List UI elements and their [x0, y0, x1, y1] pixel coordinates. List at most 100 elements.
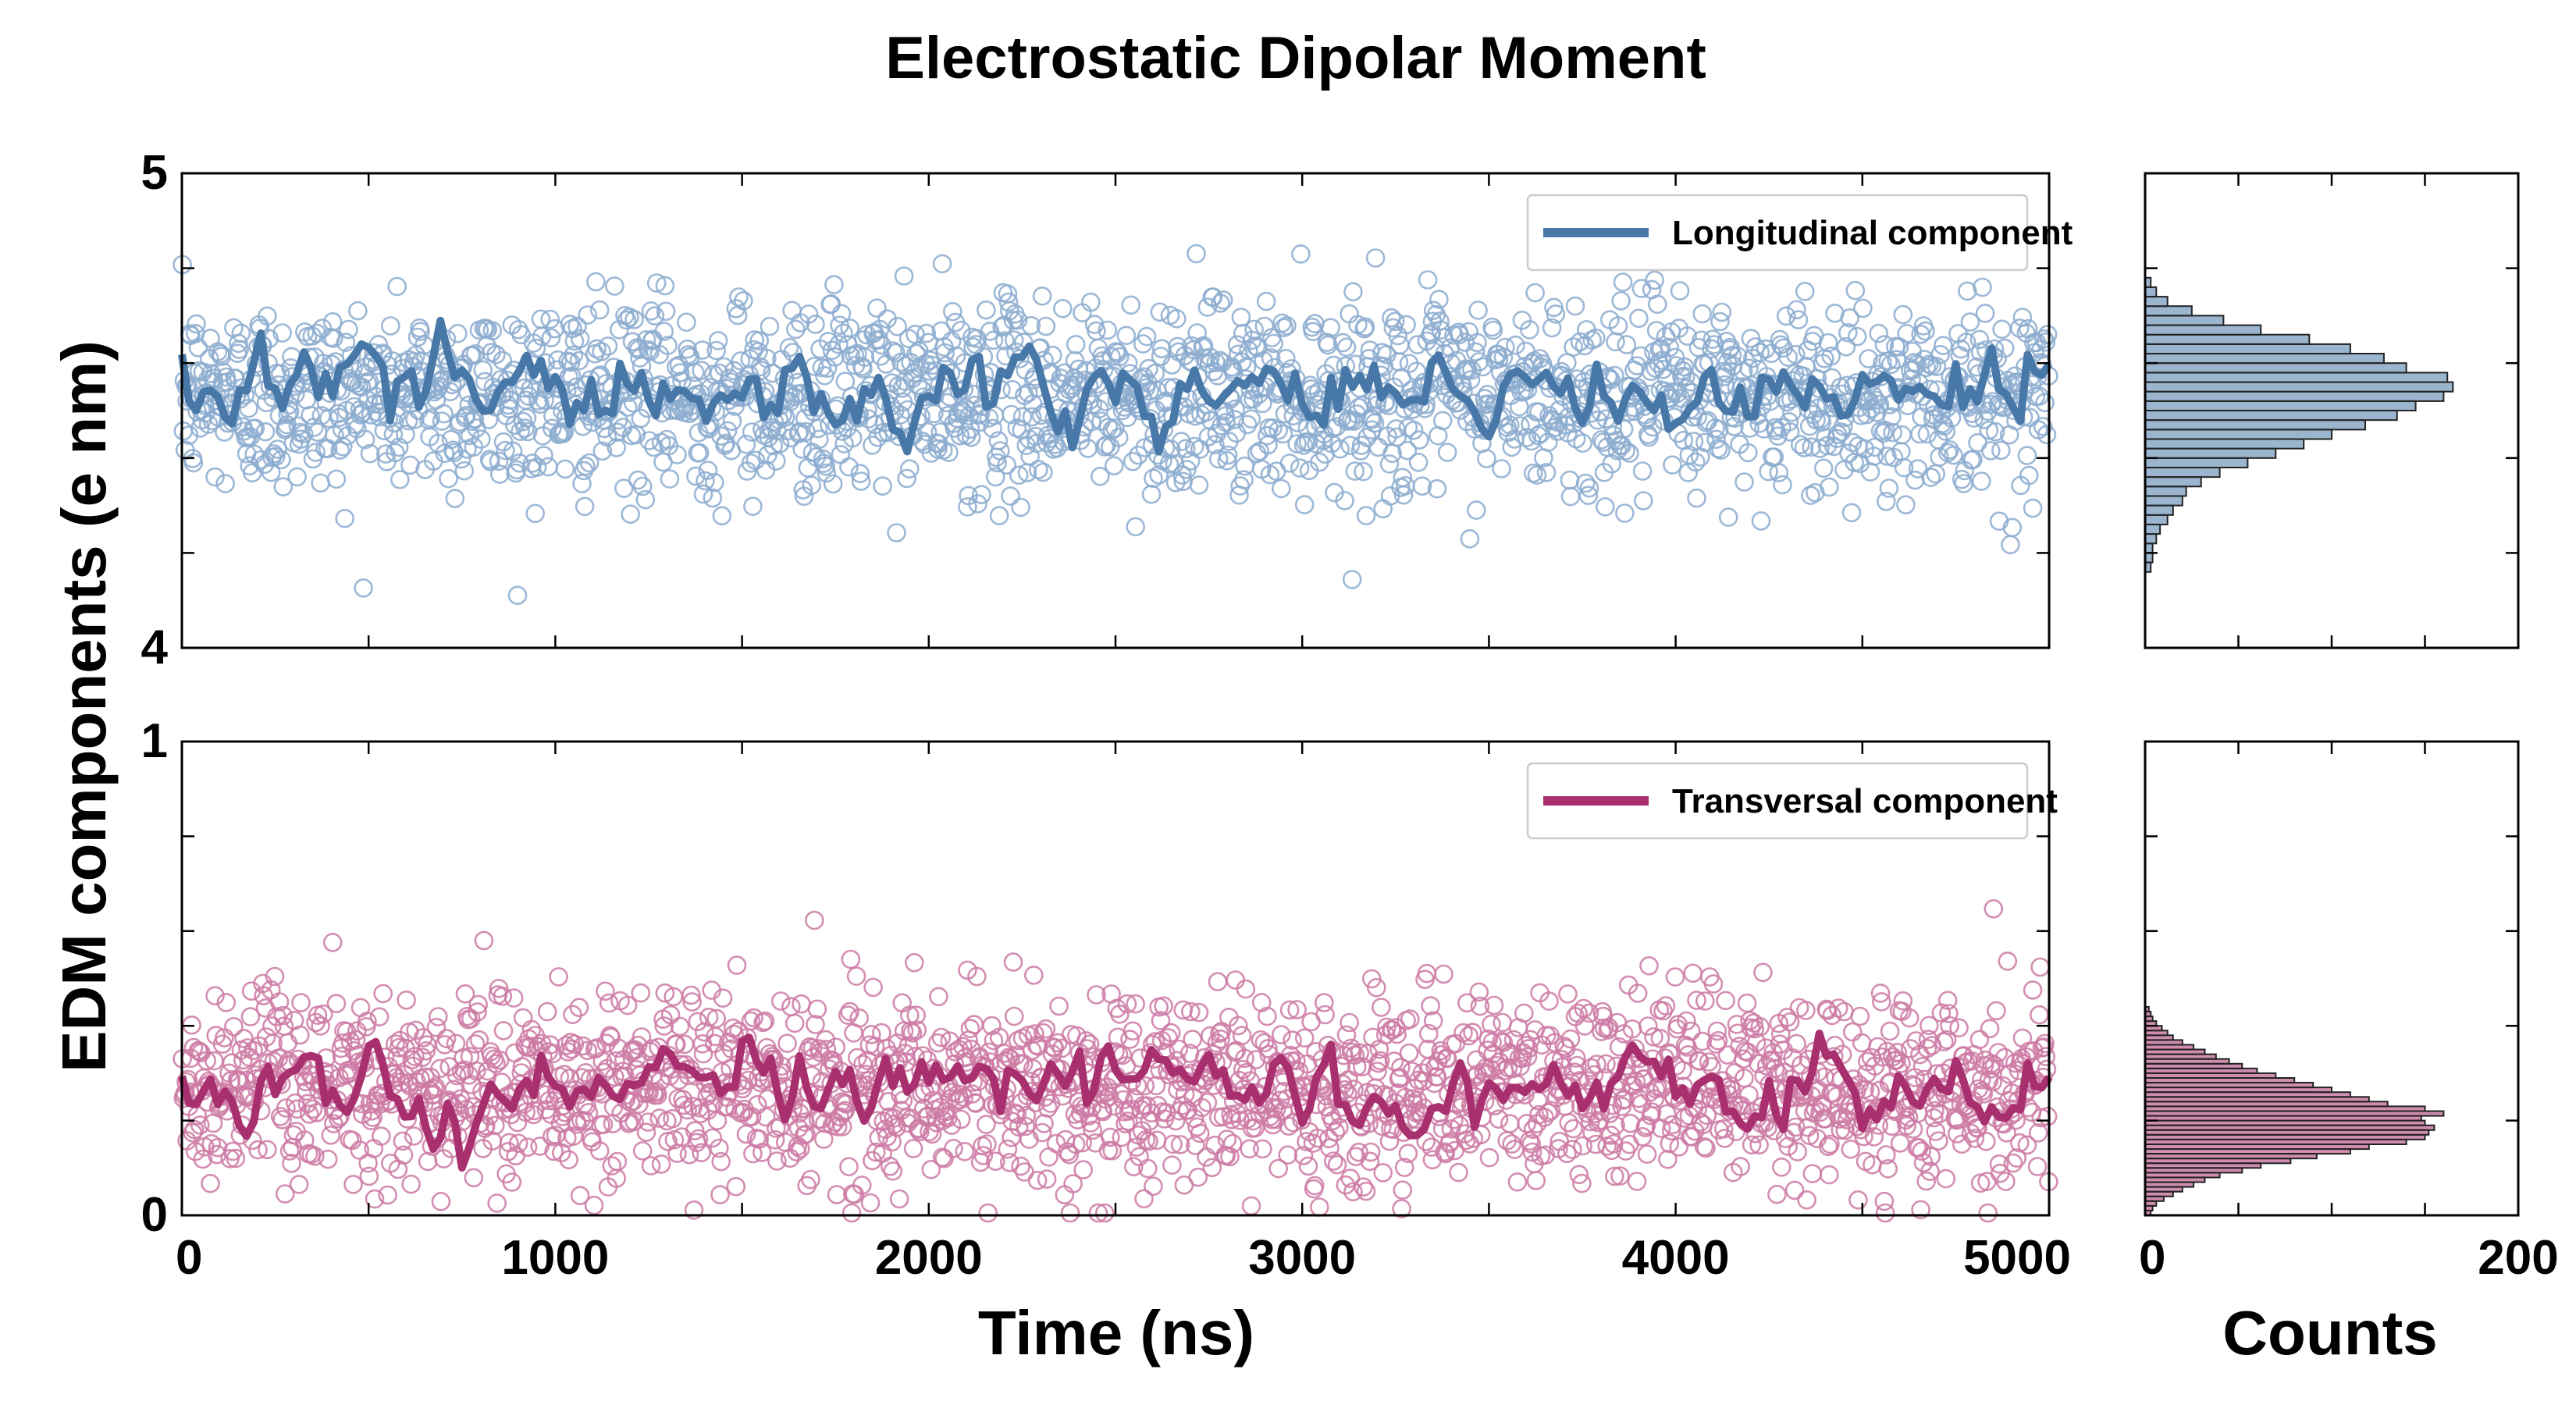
histogram-bar	[2144, 514, 2169, 525]
data-point	[943, 301, 962, 322]
data-point	[1718, 507, 1738, 527]
data-point	[1773, 475, 1792, 495]
data-point	[510, 453, 529, 473]
data-point	[1208, 449, 1229, 469]
histogram-bar	[2144, 353, 2385, 365]
data-point	[1614, 419, 1634, 439]
data-point	[326, 469, 347, 489]
data-point	[961, 427, 981, 447]
data-point	[831, 304, 852, 324]
data-point	[621, 504, 641, 525]
data-point	[445, 489, 465, 509]
data-point	[660, 469, 680, 489]
data-point	[1896, 495, 1916, 515]
data-point	[853, 359, 873, 379]
data-point	[1643, 417, 1663, 437]
data-point	[1869, 323, 1888, 343]
data-point	[1678, 326, 1697, 346]
data-point	[692, 340, 713, 360]
data-point	[983, 418, 1002, 439]
data-point	[434, 404, 454, 424]
data-point	[1799, 416, 1820, 436]
data-point	[1098, 418, 1119, 437]
data-point	[1332, 333, 1353, 353]
histogram-bar	[2144, 495, 2183, 507]
histogram-bar	[2144, 523, 2161, 535]
data-point	[439, 468, 458, 489]
data-point	[229, 333, 248, 354]
data-point	[1836, 336, 1856, 357]
data-point	[339, 319, 358, 340]
data-point	[809, 429, 829, 450]
histogram-bar	[2144, 296, 2169, 308]
data-point	[568, 316, 587, 336]
y-tick-label: 1	[141, 714, 168, 768]
data-point	[272, 450, 291, 470]
data-point	[579, 453, 600, 473]
data-point	[734, 290, 753, 311]
data-point	[1897, 324, 1916, 343]
data-point	[1477, 449, 1496, 468]
data-point	[1287, 434, 1307, 454]
data-point	[1745, 337, 1766, 357]
data-point	[1711, 440, 1731, 460]
data-point	[496, 440, 515, 461]
data-point	[743, 496, 763, 517]
data-point	[897, 468, 916, 489]
data-point	[1774, 338, 1793, 358]
data-point	[1387, 427, 1407, 447]
data-point	[656, 301, 676, 322]
data-point	[456, 405, 476, 425]
data-point	[1026, 426, 1045, 446]
data-point	[1686, 452, 1706, 472]
data-point	[827, 415, 847, 435]
histogram-bar	[2144, 533, 2158, 545]
data-point	[814, 454, 834, 473]
data-point	[1847, 326, 1867, 347]
data-point	[1859, 349, 1878, 368]
data-point	[1882, 407, 1902, 427]
data-point	[1769, 463, 1789, 482]
data-point	[385, 443, 405, 463]
data-point	[555, 459, 575, 479]
data-point	[1226, 399, 1245, 419]
hist-x-tick-label: 0	[2139, 1231, 2165, 1285]
data-point	[1835, 407, 1855, 428]
data-point	[1274, 318, 1294, 338]
data-point	[188, 338, 208, 357]
data-point	[1194, 336, 1214, 356]
data-point	[278, 404, 298, 425]
data-point	[489, 451, 509, 471]
data-point	[1345, 461, 1365, 481]
data-point	[1517, 428, 1537, 447]
data-point	[1393, 485, 1414, 505]
data-point	[534, 446, 553, 465]
histogram-bar	[2144, 400, 2417, 411]
data-point	[829, 334, 849, 354]
data-point	[1197, 297, 1218, 317]
y-axis-label: EDM components (e nm)	[49, 340, 119, 1072]
data-point	[988, 431, 1009, 451]
data-point	[1608, 316, 1628, 336]
data-point	[857, 325, 877, 345]
data-point	[1786, 344, 1806, 365]
data-point	[244, 444, 265, 464]
longitudinal-panel: 4 5 Longitudinal component	[141, 146, 2073, 674]
data-point	[969, 405, 989, 425]
data-point	[749, 331, 770, 350]
data-point	[1189, 475, 1209, 495]
data-point	[1011, 497, 1030, 518]
data-point	[1706, 429, 1726, 450]
data-point	[1629, 308, 1649, 329]
data-point	[1468, 301, 1488, 320]
data-point	[255, 422, 276, 442]
data-point	[924, 404, 944, 424]
data-point	[1212, 353, 1233, 372]
data-point	[686, 466, 706, 486]
data-point	[1878, 351, 1898, 371]
data-point	[1856, 404, 1877, 425]
data-point	[1578, 486, 1599, 506]
data-point	[1802, 437, 1821, 457]
data-point	[1615, 503, 1635, 523]
data-point	[1176, 439, 1196, 459]
